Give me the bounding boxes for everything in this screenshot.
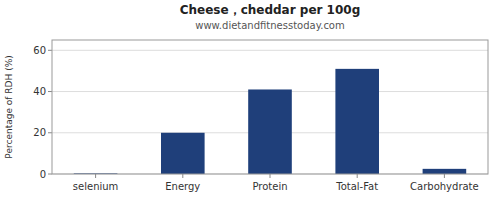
y-tick [48, 91, 52, 92]
y-tick-label: 40 [33, 86, 46, 97]
bar [423, 169, 467, 174]
subtitle: www.dietandfitnesstoday.com [195, 20, 344, 31]
bar [248, 89, 292, 174]
y-tick-label: 60 [33, 45, 46, 56]
x-tick-label: Energy [165, 181, 200, 192]
x-tick [357, 174, 358, 178]
x-tick-label: selenium [73, 181, 119, 192]
grid [52, 50, 488, 174]
x-tick-label: Protein [252, 181, 287, 192]
plot-frame [52, 40, 488, 174]
bar [335, 69, 379, 174]
y-tick [48, 132, 52, 133]
x-tick [95, 174, 96, 178]
y-tick [48, 174, 52, 175]
grid-line [52, 50, 488, 51]
x-tick [444, 174, 445, 178]
title: Cheese，cheddar per 100g [180, 3, 361, 17]
bar [161, 133, 205, 174]
y-axis-label: Percentage of RDH (%) [4, 55, 14, 158]
y-tick [48, 50, 52, 51]
chart-svg: Cheese，cheddar per 100g www.dietandfitnes… [0, 0, 500, 200]
bars [74, 69, 466, 174]
x-tick-label: Total-Fat [335, 181, 378, 192]
x-tick [182, 174, 183, 178]
x-tick [270, 174, 271, 178]
chart-container: Cheese，cheddar per 100g www.dietandfitnes… [0, 0, 500, 200]
y-tick-label: 0 [40, 169, 46, 180]
y-tick-label: 20 [33, 127, 46, 138]
x-tick-label: Carbohydrate [410, 181, 479, 192]
